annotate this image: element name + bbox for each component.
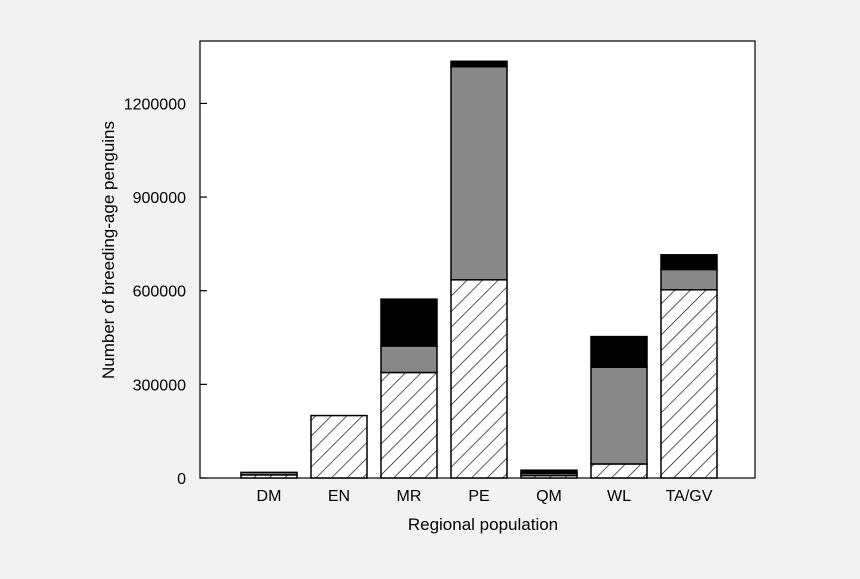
bar-pe-segment-1 (450, 279, 508, 479)
x-axis: DM EN MR PE QM WL TA/GV (257, 488, 713, 505)
bar-wl-segment-3 (590, 335, 648, 368)
x-tick-label: WL (607, 488, 631, 505)
bar-ta-gv-segment-3 (660, 254, 718, 271)
bar-wl-segment-2 (590, 366, 648, 465)
y-tick-label: 300000 (133, 377, 186, 394)
x-tick-label: QM (536, 488, 562, 505)
x-tick-label: DM (257, 488, 282, 505)
x-tick-label: TA/GV (666, 488, 713, 505)
bar-mr-segment-1 (380, 371, 438, 479)
x-tick-label: MR (397, 488, 422, 505)
x-tick-label: PE (468, 488, 489, 505)
y-axis: 0 300000 600000 900000 1200000 (124, 96, 207, 488)
bar-mr-segment-3 (380, 298, 438, 347)
bar-dm-segment-2 (240, 471, 298, 476)
bar-en-segment-1 (310, 414, 368, 479)
bar-pe-segment-3 (450, 60, 508, 68)
y-tick-label: 1200000 (124, 96, 186, 113)
bar-wl-segment-1 (590, 463, 648, 479)
bar-mr-segment-2 (380, 345, 438, 374)
bar-pe-segment-2 (450, 65, 508, 281)
y-axis-title: Number of breeding-age penguins (99, 121, 118, 379)
y-tick-label: 900000 (133, 190, 186, 207)
y-tick-label: 0 (177, 471, 186, 488)
x-axis-title: Regional population (408, 515, 558, 534)
bar-qm-segment-3 (520, 469, 578, 475)
bar-ta-gv-segment-2 (660, 268, 718, 291)
bars-layer (240, 60, 718, 479)
bar-ta-gv-segment-1 (660, 289, 718, 479)
y-tick-label: 600000 (133, 284, 186, 301)
x-tick-label: EN (328, 488, 350, 505)
